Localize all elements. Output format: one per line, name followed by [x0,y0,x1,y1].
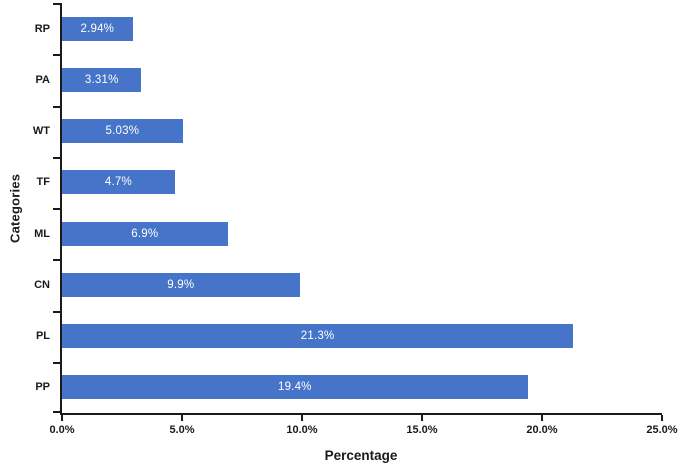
category-label-rp: RP [34,22,50,35]
y-axis-tick [53,311,60,313]
bar-tf: 4.7% [62,170,175,195]
category-label-pl: PL [35,330,50,343]
bar-rp: 2.94% [62,16,133,41]
x-axis-title: Percentage [324,448,398,463]
y-axis-tick [53,411,60,413]
y-axis-tick [53,157,60,159]
y-axis-tick [53,362,60,364]
category-label-tf: TF [36,176,50,189]
y-axis-tick [53,3,60,5]
x-axis-tick-label: 15.0% [406,424,438,436]
x-axis-tick-label: 10.0% [286,424,318,436]
x-axis-tick [661,415,663,421]
x-axis-tick-label: 0.0% [49,424,75,436]
category-label-pa: PA [35,73,50,86]
x-axis-tick-label: 5.0% [169,424,195,436]
category-label-pp: PP [35,381,50,394]
bar-ml: 6.9% [62,221,228,246]
x-axis-tick [301,415,303,421]
y-axis-tick [53,259,60,261]
bar-value-label: 3.31% [84,73,119,86]
bar-value-label: 9.9% [167,278,195,291]
bar-pl: 21.3% [62,324,574,349]
category-label-ml: ML [34,227,50,240]
category-label-cn: CN [34,278,50,291]
bar-value-label: 6.9% [131,227,159,240]
x-axis-tick [61,415,63,421]
bar-value-label: 19.4% [277,381,312,394]
bar-pa: 3.31% [62,67,142,92]
bar-value-label: 2.94% [80,22,115,35]
x-axis-tick [421,415,423,421]
bar-cn: 9.9% [62,272,300,297]
category-label-wt: WT [32,125,50,138]
x-axis-tick-label: 25.0% [646,424,678,436]
x-axis-tick-label: 20.0% [526,424,558,436]
bar-wt: 5.03% [62,119,183,144]
y-axis-tick [53,208,60,210]
x-axis-tick [181,415,183,421]
bar-value-label: 4.7% [104,176,132,189]
bar-value-label: 21.3% [300,330,335,343]
y-axis-tick [53,54,60,56]
plot-area: 2.94% RP 3.31% PA 5.03% WT 4.7% TF 6.9% ML 9.9% CN 2… [33,3,678,436]
y-axis-tick [53,106,60,108]
bar-value-label: 5.03% [105,125,140,138]
bar-pp: 19.4% [62,375,528,400]
x-axis-tick [541,415,543,421]
